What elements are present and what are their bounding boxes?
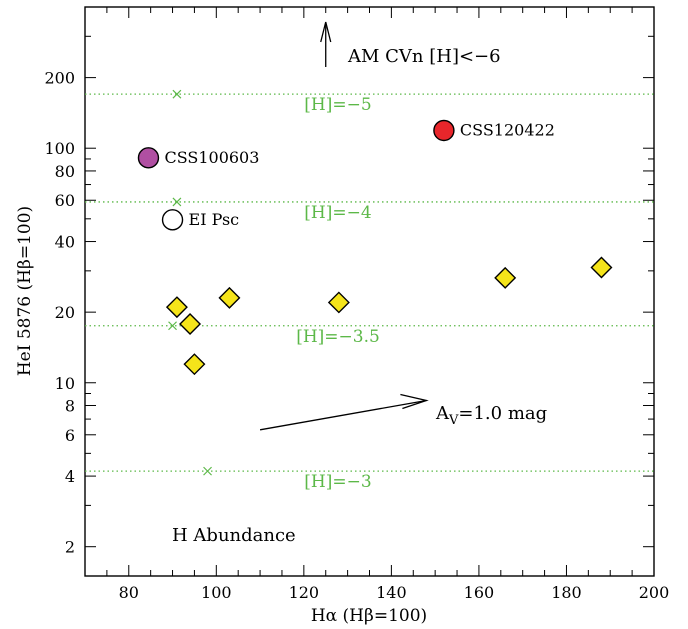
axis-ticks: 80 100 120 140 160 180 200 2 4 6 8 10 20 40 60 80 100 200 <box>44 6 670 602</box>
diamond-point <box>183 353 206 376</box>
abundance-lines: [H]=−5 [H]=−4 [H]=−3.5 [H]=−3 <box>85 89 654 492</box>
data-marks: CSS120422 CSS100603 EI Psc <box>137 119 613 376</box>
named-point <box>433 119 455 142</box>
point-label: CSS100603 <box>164 148 259 167</box>
diamond-point <box>179 313 202 336</box>
x-tick-label: 160 <box>464 583 495 602</box>
y-tick-label: 2 <box>65 538 75 557</box>
diamond-point <box>218 286 241 309</box>
extinction-label: AV=1.0 mag <box>435 403 547 428</box>
extinction-arrow <box>259 399 427 431</box>
diamond-point <box>327 291 350 314</box>
annotations: AM CVn [H]<−6 AV=1.0 mag H Abundance <box>172 21 547 546</box>
x-tick-label: 180 <box>551 583 582 602</box>
diamond-point <box>165 296 188 319</box>
y-tick-label: 40 <box>55 233 75 252</box>
x-axis-label: Hα (Hβ=100) <box>311 606 427 626</box>
named-point <box>161 209 184 231</box>
extinction-arrowhead <box>400 393 429 410</box>
point-label: EI Psc <box>189 210 240 229</box>
y-tick-label: 20 <box>55 303 75 322</box>
abundance-label: [H]=−4 <box>304 203 371 223</box>
x-tick-label: 140 <box>376 583 407 602</box>
named-point <box>137 147 160 169</box>
abundance-title: H Abundance <box>172 525 296 546</box>
abundance-label: [H]=−5 <box>304 95 371 115</box>
model-marker <box>172 89 182 99</box>
y-tick-label: 10 <box>55 374 75 393</box>
model-marker <box>203 466 212 476</box>
abundance-label: [H]=−3 <box>304 472 371 492</box>
model-marker <box>172 197 182 207</box>
upper-limit-arrowhead <box>320 21 332 43</box>
y-tick-label: 200 <box>44 69 75 88</box>
model-marker <box>168 321 177 331</box>
y-tick-label: 100 <box>44 139 75 158</box>
diamond-point <box>590 256 613 279</box>
y-axis-label: HeI 5876 (Hβ=100) <box>15 206 35 376</box>
x-tick-label: 120 <box>289 583 320 602</box>
y-tick-label: 6 <box>65 426 75 445</box>
y-tick-label: 60 <box>55 191 75 210</box>
diamond-point <box>494 266 517 289</box>
y-tick-label: 4 <box>65 467 75 486</box>
x-tick-label: 80 <box>119 583 139 602</box>
abundance-label: [H]=−3.5 <box>296 327 380 347</box>
x-tick-label: 100 <box>201 583 232 602</box>
y-tick-label: 8 <box>65 396 75 415</box>
point-label: CSS120422 <box>460 120 555 139</box>
y-tick-label: 80 <box>55 162 75 181</box>
x-tick-label: 200 <box>639 583 670 602</box>
am-cvn-label: AM CVn [H]<−6 <box>347 46 501 67</box>
